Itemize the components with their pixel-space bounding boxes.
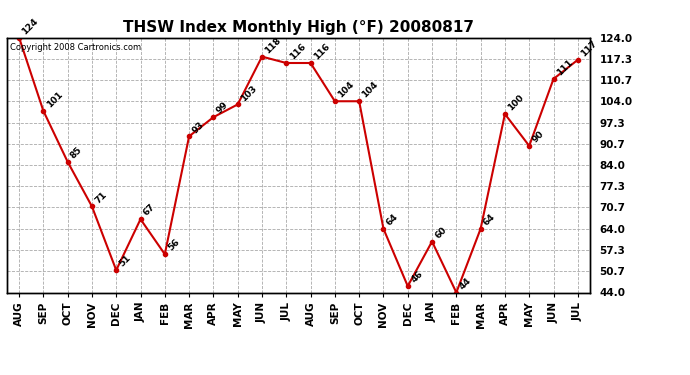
Text: 104: 104 [361, 80, 380, 100]
Text: 99: 99 [215, 100, 230, 116]
Text: 56: 56 [166, 238, 181, 253]
Text: 124: 124 [21, 16, 40, 36]
Text: 51: 51 [117, 254, 132, 269]
Text: 90: 90 [531, 129, 546, 144]
Text: 93: 93 [190, 120, 206, 135]
Text: 116: 116 [288, 42, 307, 62]
Text: 117: 117 [579, 39, 599, 58]
Text: 85: 85 [69, 145, 84, 160]
Text: 64: 64 [385, 212, 400, 227]
Text: 103: 103 [239, 84, 259, 103]
Text: 100: 100 [506, 93, 526, 112]
Text: 71: 71 [93, 190, 108, 205]
Text: 64: 64 [482, 212, 497, 227]
Text: 67: 67 [142, 202, 157, 218]
Text: 111: 111 [555, 58, 575, 78]
Text: 46: 46 [409, 270, 424, 285]
Text: 116: 116 [312, 42, 332, 62]
Text: 60: 60 [433, 225, 448, 240]
Text: 44: 44 [457, 276, 473, 291]
Text: 101: 101 [45, 90, 64, 110]
Text: 118: 118 [264, 36, 283, 55]
Title: THSW Index Monthly High (°F) 20080817: THSW Index Monthly High (°F) 20080817 [123, 20, 474, 35]
Text: 104: 104 [336, 80, 356, 100]
Text: Copyright 2008 Cartronics.com: Copyright 2008 Cartronics.com [10, 43, 141, 52]
